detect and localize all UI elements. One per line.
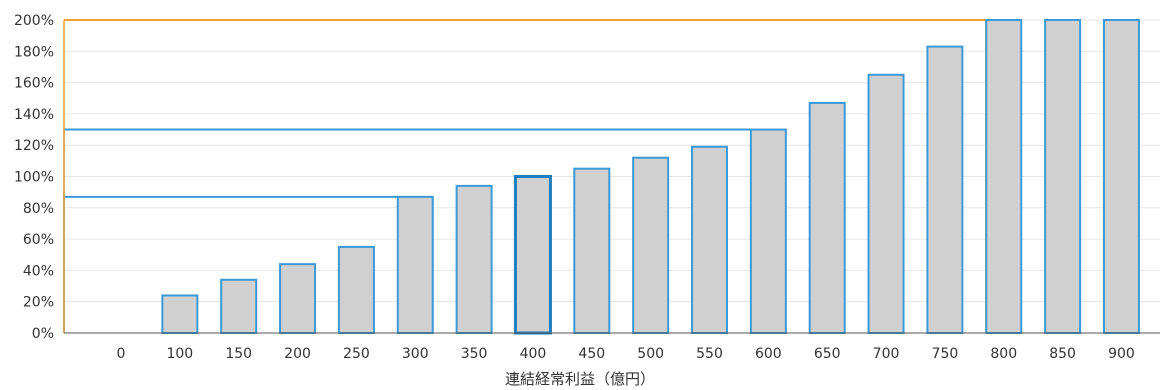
x-tick-label: 850 bbox=[1049, 346, 1076, 362]
x-tick-label: 250 bbox=[343, 346, 370, 362]
y-tick-label: 180% bbox=[14, 44, 54, 60]
x-tick-label: 100 bbox=[166, 346, 193, 362]
x-tick-label: 700 bbox=[873, 346, 900, 362]
bar-800 bbox=[985, 19, 1023, 334]
y-tick-label: 80% bbox=[23, 201, 54, 217]
y-tick-label: 140% bbox=[14, 107, 54, 123]
bar-350 bbox=[455, 184, 493, 334]
y-tick-label: 100% bbox=[14, 170, 54, 186]
x-tick-label: 750 bbox=[932, 346, 959, 362]
x-axis-title: 連結経常利益（億円） bbox=[505, 370, 655, 388]
y-tick-label: 20% bbox=[23, 295, 54, 311]
y-tick-label: 60% bbox=[23, 232, 54, 248]
bar-200 bbox=[279, 263, 317, 335]
bar-550 bbox=[691, 145, 728, 334]
x-tick-label: 400 bbox=[520, 346, 547, 362]
x-tick-label: 350 bbox=[461, 346, 488, 362]
y-tick-label: 40% bbox=[23, 263, 54, 279]
bar-700 bbox=[867, 73, 905, 335]
bar-100 bbox=[161, 294, 199, 335]
x-tick-label: 500 bbox=[637, 346, 664, 362]
x-tick-label: 0 bbox=[117, 346, 126, 362]
bar-650 bbox=[808, 101, 846, 334]
bar-400 bbox=[513, 175, 552, 335]
x-tick-label: 550 bbox=[696, 346, 723, 362]
y-tick-label: 120% bbox=[14, 138, 54, 154]
x-tick-label: 200 bbox=[284, 346, 311, 362]
bar-750 bbox=[926, 45, 964, 334]
y-tick-label: 160% bbox=[14, 76, 54, 92]
x-tick-label: 450 bbox=[578, 346, 605, 362]
bar-850 bbox=[1044, 19, 1082, 334]
bar-450 bbox=[573, 167, 611, 334]
x-tick-label: 800 bbox=[990, 346, 1017, 362]
bar-300 bbox=[396, 195, 434, 334]
x-tick-label: 650 bbox=[814, 346, 841, 362]
x-tick-label: 300 bbox=[402, 346, 429, 362]
y-tick-label: 200% bbox=[14, 13, 54, 29]
y-tick-labels: 0% 20% 40% 60% 80% 100% 120% 140% 160% 180% 200% bbox=[14, 13, 54, 342]
bar-600 bbox=[749, 128, 787, 334]
bar-250 bbox=[337, 245, 375, 334]
bar-150 bbox=[220, 278, 258, 335]
y-tick-label: 0% bbox=[32, 326, 54, 342]
x-tick-label: 600 bbox=[755, 346, 782, 362]
bars bbox=[161, 19, 1140, 335]
x-tick-labels: 0 100 150 200 250 300 350 400 450 500 550 600 650 700… bbox=[117, 346, 1135, 362]
x-tick-label: 900 bbox=[1108, 346, 1135, 362]
x-tick-label: 150 bbox=[225, 346, 252, 362]
bar-900 bbox=[1102, 19, 1140, 334]
bar-500 bbox=[632, 156, 670, 334]
